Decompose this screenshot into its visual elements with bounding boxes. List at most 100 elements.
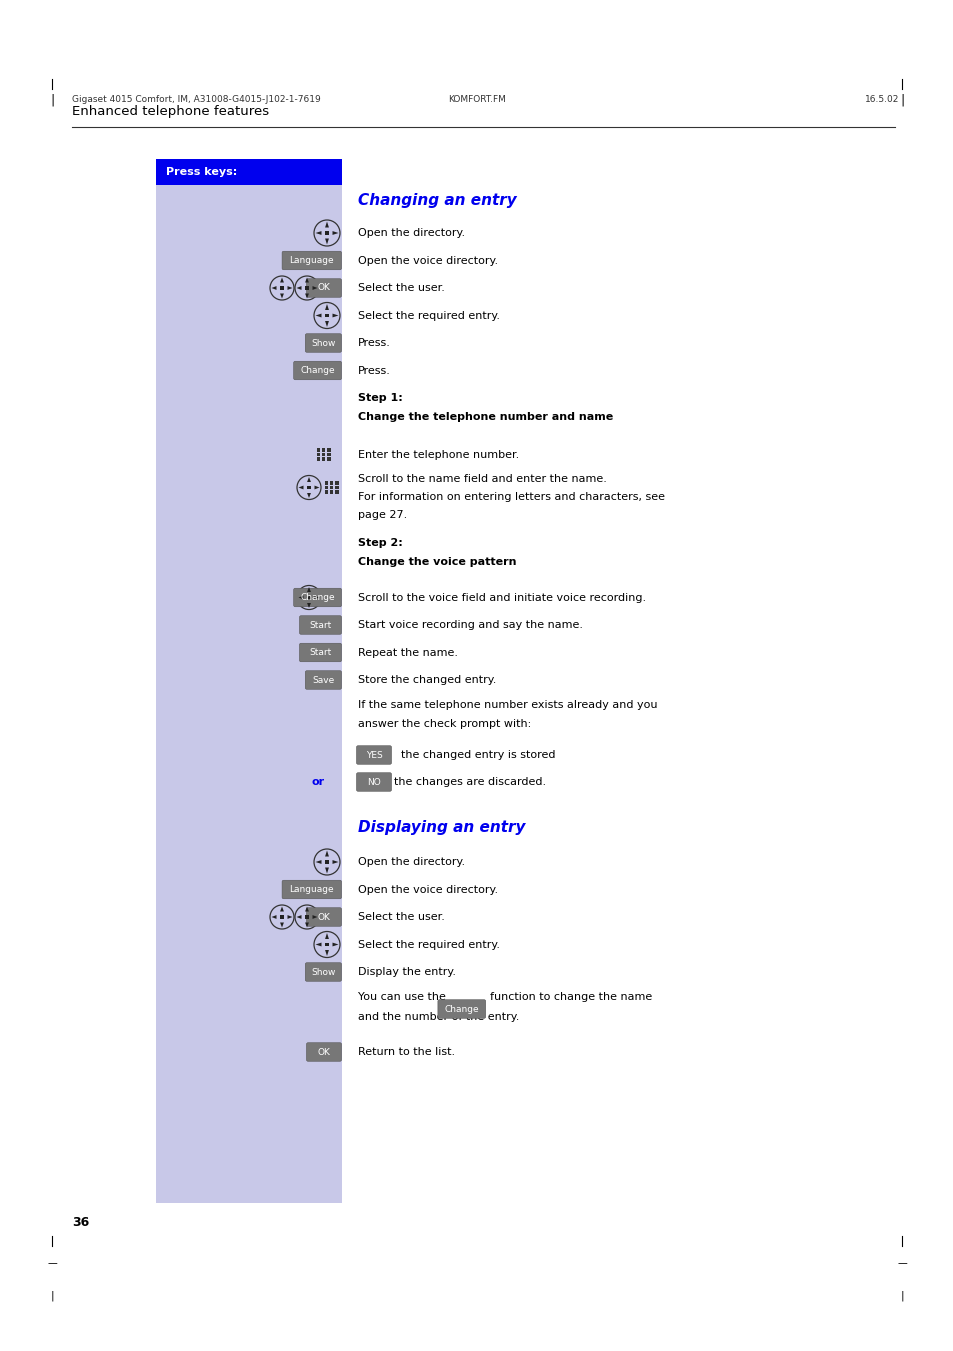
FancyBboxPatch shape <box>356 746 391 765</box>
Text: You can use the: You can use the <box>357 992 449 1002</box>
Text: 36: 36 <box>71 1216 90 1229</box>
Polygon shape <box>315 231 321 235</box>
Polygon shape <box>333 861 338 863</box>
Text: For information on entering letters and characters, see: For information on entering letters and … <box>357 492 664 501</box>
Text: Show: Show <box>311 339 335 347</box>
Bar <box>335 481 338 485</box>
Polygon shape <box>305 923 309 928</box>
Text: Start voice recording and say the name.: Start voice recording and say the name. <box>357 620 582 630</box>
Text: Enhanced telephone features: Enhanced telephone features <box>71 105 269 118</box>
Bar <box>321 449 325 451</box>
Bar <box>325 861 329 863</box>
Polygon shape <box>325 934 329 939</box>
Text: Press keys:: Press keys: <box>166 168 237 177</box>
Polygon shape <box>313 286 317 290</box>
Text: Displaying an entry: Displaying an entry <box>357 820 525 835</box>
Text: Gigaset 4015 Comfort, IM, A31008-G4015-J102-1-7619: Gigaset 4015 Comfort, IM, A31008-G4015-J… <box>71 96 320 104</box>
FancyBboxPatch shape <box>356 773 391 792</box>
Text: or: or <box>311 777 324 788</box>
Bar <box>280 286 283 289</box>
Bar <box>316 449 320 451</box>
Bar <box>335 486 338 489</box>
Text: Select the user.: Select the user. <box>357 282 444 293</box>
Text: Repeat the name.: Repeat the name. <box>357 647 457 658</box>
Text: —: — <box>47 1258 57 1269</box>
Polygon shape <box>298 596 303 600</box>
Text: answer the check prompt with:: answer the check prompt with: <box>357 719 531 730</box>
Text: |: | <box>899 93 903 107</box>
Polygon shape <box>296 286 301 290</box>
Bar <box>321 457 325 461</box>
Text: |: | <box>50 93 54 107</box>
Text: Change: Change <box>300 366 335 376</box>
FancyBboxPatch shape <box>305 670 341 689</box>
Bar <box>330 486 333 489</box>
FancyBboxPatch shape <box>306 908 341 927</box>
Text: Start: Start <box>309 620 332 630</box>
Polygon shape <box>280 293 284 299</box>
Text: Change the telephone number and name: Change the telephone number and name <box>357 412 613 422</box>
Polygon shape <box>325 304 329 309</box>
Text: |: | <box>900 1290 902 1301</box>
Bar <box>307 486 311 489</box>
FancyBboxPatch shape <box>306 278 341 297</box>
Polygon shape <box>287 286 293 290</box>
Bar <box>316 453 320 457</box>
Text: Press.: Press. <box>357 338 391 349</box>
Bar <box>330 490 333 494</box>
Text: Scroll to the voice field and initiate voice recording.: Scroll to the voice field and initiate v… <box>357 593 645 603</box>
Bar <box>330 481 333 485</box>
Bar <box>325 313 329 317</box>
Text: |: | <box>51 1290 53 1301</box>
Text: the changed entry is stored: the changed entry is stored <box>400 750 555 761</box>
Text: Language: Language <box>289 885 334 894</box>
FancyBboxPatch shape <box>299 643 341 662</box>
Text: Open the voice directory.: Open the voice directory. <box>357 255 497 266</box>
Text: NO: NO <box>367 777 380 786</box>
Polygon shape <box>298 485 303 489</box>
Polygon shape <box>315 861 321 863</box>
Polygon shape <box>296 915 301 919</box>
Text: Step 2:: Step 2: <box>357 538 402 547</box>
FancyBboxPatch shape <box>305 334 341 353</box>
Text: Select the required entry.: Select the required entry. <box>357 939 499 950</box>
Polygon shape <box>314 596 319 600</box>
Polygon shape <box>325 851 329 857</box>
Bar <box>324 481 328 485</box>
Text: OK: OK <box>317 1047 330 1056</box>
Text: KOMFORT.FM: KOMFORT.FM <box>448 96 505 104</box>
Polygon shape <box>305 907 309 912</box>
Text: Save: Save <box>312 676 335 685</box>
Polygon shape <box>280 923 284 928</box>
Polygon shape <box>333 943 338 947</box>
Bar <box>280 915 283 919</box>
Bar <box>305 915 309 919</box>
Polygon shape <box>307 493 311 499</box>
Text: Display the entry.: Display the entry. <box>357 967 456 977</box>
Polygon shape <box>305 277 309 282</box>
Polygon shape <box>325 950 329 957</box>
Polygon shape <box>333 231 338 235</box>
Text: Change: Change <box>444 1005 478 1013</box>
Polygon shape <box>272 286 276 290</box>
Text: OK: OK <box>317 284 330 293</box>
Polygon shape <box>333 313 338 317</box>
Text: Press.: Press. <box>357 366 391 376</box>
Bar <box>316 457 320 461</box>
Polygon shape <box>325 322 329 327</box>
FancyBboxPatch shape <box>437 1000 485 1019</box>
Bar <box>156 159 341 185</box>
Bar <box>327 457 330 461</box>
Text: Open the directory.: Open the directory. <box>357 857 465 867</box>
Text: Return to the list.: Return to the list. <box>357 1047 455 1056</box>
FancyBboxPatch shape <box>299 616 341 634</box>
Bar <box>327 449 330 451</box>
FancyBboxPatch shape <box>305 963 341 981</box>
Bar <box>305 286 309 289</box>
Polygon shape <box>315 943 321 947</box>
FancyBboxPatch shape <box>294 361 341 380</box>
Text: Enter the telephone number.: Enter the telephone number. <box>357 450 518 459</box>
Bar <box>335 490 338 494</box>
Text: OK: OK <box>317 912 330 921</box>
Polygon shape <box>313 915 317 919</box>
